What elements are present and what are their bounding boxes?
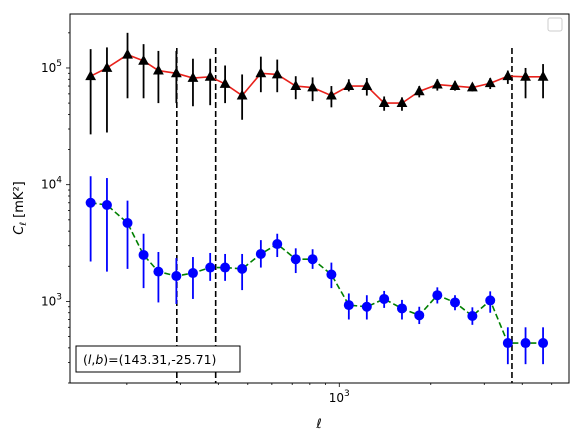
data-point <box>187 268 198 279</box>
data-point <box>414 310 425 321</box>
data-point <box>255 248 266 259</box>
data-point <box>378 97 390 108</box>
y-axis-ticks: 103 104 105 <box>41 32 70 384</box>
data-point <box>101 199 112 210</box>
plot-frame <box>69 13 570 384</box>
data-point <box>538 338 549 349</box>
data-point <box>326 89 337 100</box>
data-point <box>290 254 301 265</box>
data-point <box>153 266 164 277</box>
y-tick-label: 104 <box>41 176 62 192</box>
data-point <box>520 338 531 349</box>
plot-area <box>70 14 569 383</box>
reference-lines <box>176 48 513 383</box>
x-axis-ticks: 103 <box>126 383 553 405</box>
x-tick-label: 103 <box>329 389 350 405</box>
data-point <box>537 70 549 81</box>
data-point <box>272 239 283 250</box>
data-point <box>85 70 97 81</box>
data-point <box>290 80 302 90</box>
data-point <box>85 197 96 208</box>
data-point <box>307 254 318 265</box>
data-point <box>431 78 443 89</box>
annotation-box <box>75 345 241 373</box>
data-markers <box>85 48 549 349</box>
data-point <box>153 64 164 75</box>
data-point <box>485 295 496 306</box>
data-point <box>138 54 149 65</box>
data-point <box>237 263 248 274</box>
data-point <box>255 67 267 78</box>
x-axis-label: ℓ <box>315 417 321 432</box>
annotation-text: (l,b)=(143.31,-25.71) <box>83 352 216 367</box>
data-point <box>396 97 408 108</box>
data-point <box>205 262 216 273</box>
data-point <box>361 80 373 90</box>
data-point <box>502 70 514 81</box>
data-point <box>101 61 113 72</box>
data-point <box>343 80 355 90</box>
data-point <box>379 293 390 304</box>
data-point <box>138 249 149 260</box>
data-point <box>449 80 461 90</box>
data-point <box>220 262 231 273</box>
data-point <box>413 85 425 96</box>
data-point <box>171 271 182 282</box>
data-point <box>219 77 231 88</box>
data-point <box>170 67 182 78</box>
legend-box[interactable] <box>547 17 563 32</box>
data-point <box>204 70 216 81</box>
y-tick-label: 105 <box>41 59 62 75</box>
data-point <box>343 300 354 311</box>
data-point <box>520 70 531 81</box>
data-point <box>432 290 443 301</box>
coordinate-annotation: (l,b)=(143.31,-25.71) <box>75 345 241 373</box>
data-point <box>484 77 496 88</box>
y-tick-label: 103 <box>41 292 62 308</box>
data-point <box>396 303 407 314</box>
data-point <box>187 72 199 82</box>
data-point <box>502 338 513 349</box>
data-point <box>236 89 248 100</box>
data-point <box>326 269 337 280</box>
data-point <box>122 217 133 228</box>
data-point <box>466 81 478 92</box>
y-axis-label: Cℓ [mK²] <box>12 181 29 234</box>
data-point <box>467 311 478 321</box>
data-point <box>361 301 372 312</box>
data-point <box>307 81 319 92</box>
data-point <box>450 297 460 308</box>
data-point <box>122 48 133 59</box>
data-point <box>271 68 283 79</box>
